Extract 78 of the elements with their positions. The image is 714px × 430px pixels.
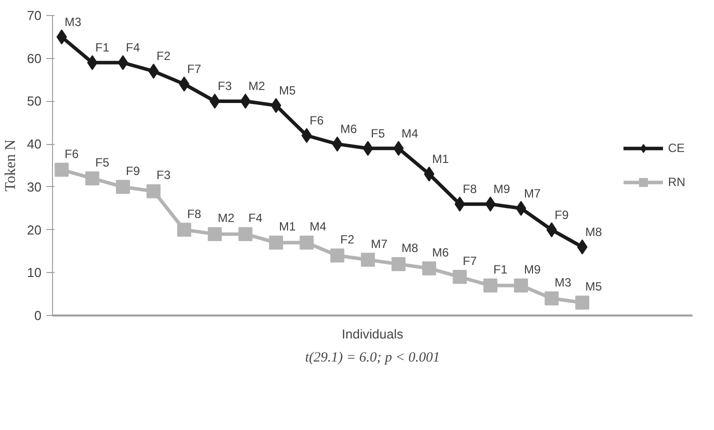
point (54, 162, 69, 177)
point (240, 94, 251, 109)
data-label: M6 (432, 245, 450, 260)
point (422, 261, 436, 276)
y-tick-label: 70 (27, 8, 42, 23)
data-label: M2 (248, 79, 266, 94)
data-label: M4 (402, 126, 419, 140)
y-axis-title: Token N (3, 139, 20, 192)
data-label: M2 (218, 211, 235, 226)
data-label: F8 (462, 182, 478, 196)
data-label: M6 (340, 122, 358, 136)
data-label: M7 (370, 236, 388, 251)
data-label: M3 (554, 275, 572, 290)
data-label: F5 (95, 155, 110, 170)
data-label: F6 (64, 146, 80, 161)
point (269, 236, 284, 250)
y-tick-label: 60 (27, 50, 42, 66)
data-label: F5 (370, 126, 386, 140)
data-label: F3 (156, 168, 171, 182)
data-label: F1 (493, 262, 508, 276)
point (301, 128, 312, 143)
data-label: F3 (218, 79, 232, 94)
text: t(29.1) = 6.0; p < 0.001 (305, 350, 440, 366)
point (360, 252, 375, 267)
data-label: M5 (585, 280, 602, 294)
point (575, 296, 590, 310)
y-tick-label: 30 (27, 179, 42, 194)
point (330, 248, 344, 262)
point (116, 180, 130, 194)
point (300, 236, 314, 250)
point (177, 222, 192, 237)
x-axis-title: Individuals (342, 326, 404, 342)
data-label: M5 (279, 84, 296, 98)
data-label: F8 (187, 206, 202, 221)
point (362, 140, 374, 156)
point (544, 291, 559, 306)
point (514, 278, 528, 292)
point (424, 166, 434, 182)
data-label: F2 (156, 49, 171, 64)
point (148, 64, 159, 79)
point (146, 184, 161, 198)
point (270, 98, 282, 113)
point (238, 227, 252, 242)
data-label: F9 (554, 208, 569, 222)
point (208, 227, 222, 242)
data-label: M9 (493, 182, 510, 196)
data-label: F2 (340, 232, 355, 246)
legend-label: RN (668, 175, 686, 189)
data-label: F9 (126, 164, 140, 178)
data-label: M1 (432, 152, 450, 166)
data-label: F7 (187, 62, 202, 76)
data-label: F7 (462, 254, 478, 268)
y-tick-label: 50 (27, 94, 42, 109)
data-label: M4 (310, 220, 327, 234)
data-label: F4 (126, 40, 140, 55)
point (118, 55, 128, 70)
data-label: M1 (279, 220, 296, 234)
data-label: M9 (524, 262, 542, 276)
y-tick-label: 20 (27, 222, 42, 238)
point (516, 200, 526, 216)
y-tick-label: 0 (34, 308, 42, 323)
data-label: F1 (95, 40, 110, 55)
y-tick-label: 10 (27, 265, 42, 280)
point (85, 171, 100, 186)
point (483, 278, 498, 292)
data-label: F4 (248, 211, 263, 226)
point (392, 257, 406, 272)
data-label: M3 (64, 14, 82, 29)
data-label: M8 (585, 224, 602, 239)
point (485, 196, 496, 212)
data-label: M8 (402, 241, 419, 256)
point (546, 222, 557, 238)
point (393, 140, 404, 156)
point (452, 270, 467, 284)
data-label: F6 (310, 114, 324, 128)
legend-label: CE (668, 141, 686, 155)
data-label: M7 (524, 186, 542, 200)
y-tick-label: 40 (27, 136, 42, 152)
